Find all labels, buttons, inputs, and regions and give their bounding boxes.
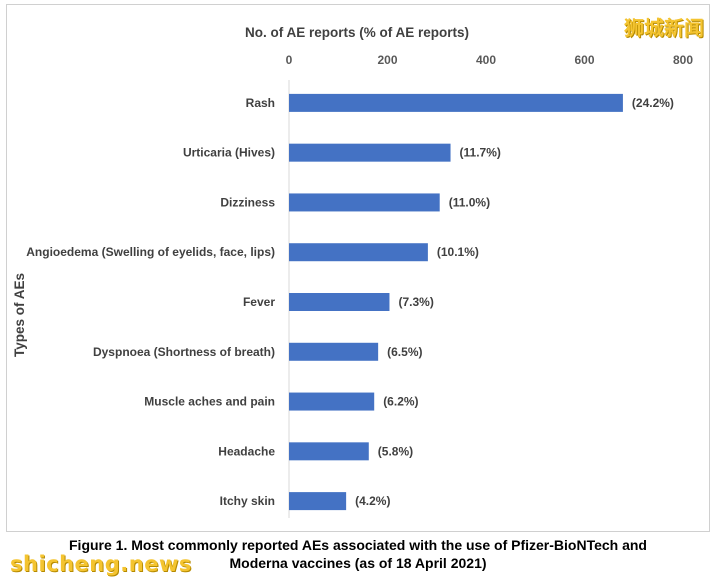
category-label-3: Angioedema (Swelling of eyelids, face, l…	[26, 245, 275, 259]
bar-7	[289, 442, 369, 461]
y-axis-title: Types of AEs	[12, 273, 27, 357]
data-label-7: (5.8%)	[378, 444, 413, 458]
data-label-0: (24.2%)	[632, 96, 674, 110]
bar-6	[289, 392, 375, 411]
data-label-3: (10.1%)	[437, 245, 479, 259]
caption-line-1: Figure 1. Most commonly reported AEs ass…	[69, 537, 647, 553]
bar-0	[289, 93, 623, 112]
category-label-0: Rash	[246, 96, 275, 110]
data-label-8: (4.2%)	[355, 494, 390, 508]
x-tick-label-1: 200	[377, 53, 397, 67]
category-label-5: Dyspnoea (Shortness of breath)	[93, 345, 275, 359]
data-label-4: (7.3%)	[398, 295, 433, 309]
category-label-1: Urticaria (Hives)	[183, 146, 275, 160]
data-label-6: (6.2%)	[383, 395, 418, 409]
data-labels: (24.2%) (11.7%) (11.0%) (10.1%) (7.3%) (6.5%)…	[355, 96, 674, 508]
bars	[289, 93, 623, 511]
bar-1	[289, 143, 451, 162]
category-label-2: Dizziness	[220, 195, 275, 209]
bar-3	[289, 243, 428, 262]
x-axis-ticks: 0 200 400 600 800	[286, 53, 694, 67]
bar-4	[289, 293, 390, 311]
x-tick-label-2: 400	[476, 53, 496, 67]
watermark-logo-top: 狮城新闻	[624, 16, 704, 40]
watermark-logo-bottom: shicheng.news	[10, 552, 192, 576]
data-label-2: (11.0%)	[449, 195, 490, 209]
category-label-8: Itchy skin	[220, 494, 275, 508]
category-label-7: Headache	[218, 444, 275, 458]
figure-caption: Figure 1. Most commonly reported AEs ass…	[0, 536, 716, 572]
caption-line-2: Moderna vaccines (as of 18 April 2021)	[229, 555, 487, 571]
bar-8	[289, 492, 347, 511]
category-label-4: Fever	[243, 295, 275, 309]
data-label-5: (6.5%)	[387, 345, 422, 359]
category-labels: Rash Urticaria (Hives) Dizziness Angioedema…	[26, 96, 275, 508]
x-tick-label-3: 600	[574, 53, 594, 67]
category-label-6: Muscle aches and pain	[144, 395, 275, 409]
bar-chart: No. of AE reports (% of AE reports) Type…	[12, 25, 694, 518]
data-label-1: (11.7%)	[460, 146, 501, 160]
x-tick-label-4: 800	[673, 53, 693, 67]
x-tick-label-0: 0	[286, 53, 293, 67]
x-axis-title: No. of AE reports (% of AE reports)	[245, 25, 469, 40]
bar-2	[289, 193, 440, 212]
bar-5	[289, 342, 379, 361]
